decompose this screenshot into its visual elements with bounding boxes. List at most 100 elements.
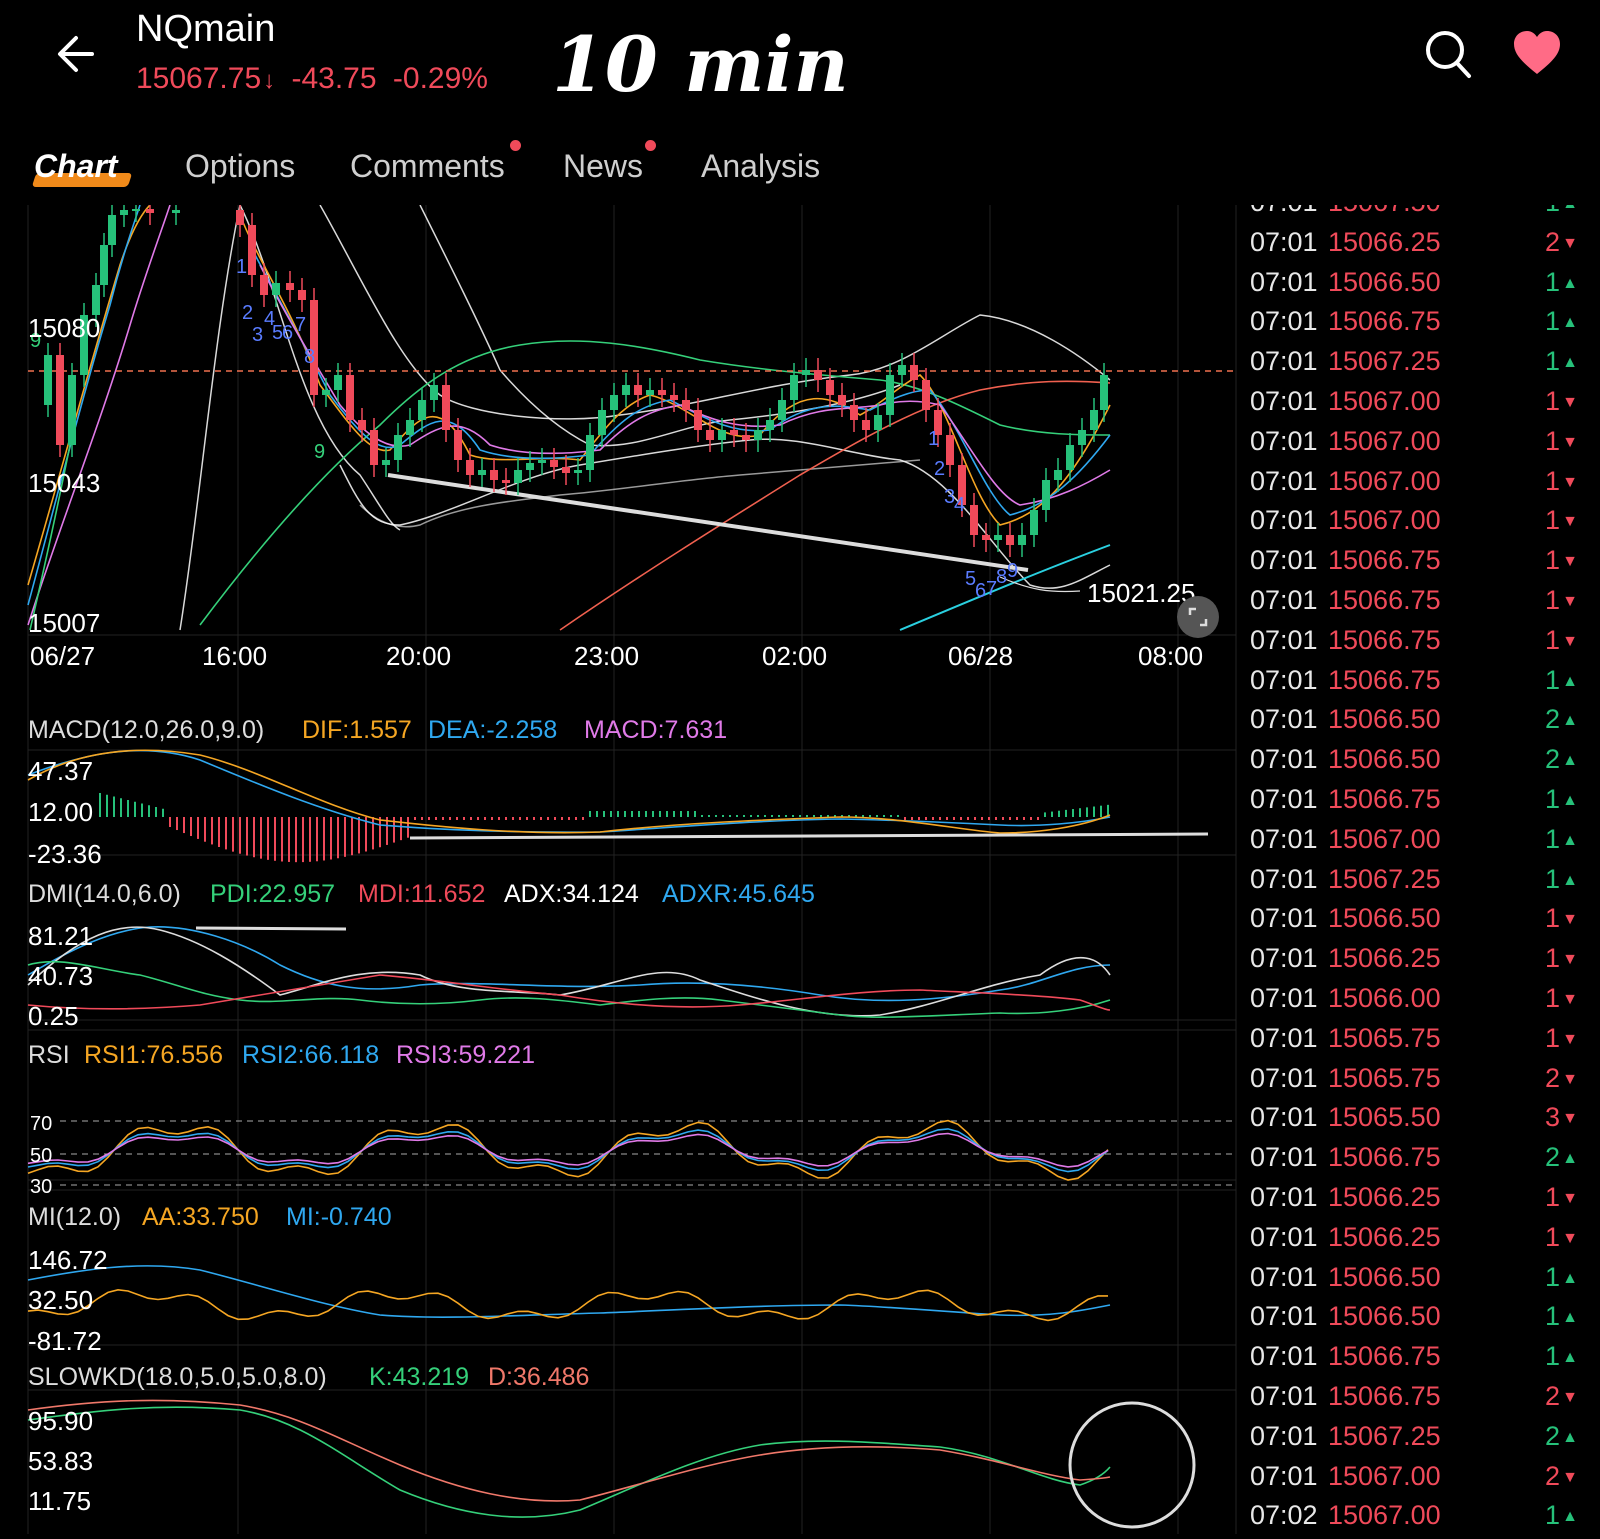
back-arrow-icon[interactable] — [52, 28, 104, 80]
expand-icon[interactable] — [1177, 596, 1219, 638]
trade-row: 07:01 15066.50 1 ▲ — [1240, 267, 1590, 307]
trade-time: 07:01 — [1250, 704, 1318, 735]
rsi-y-label: 70 — [30, 1113, 52, 1135]
trade-time: 07:01 — [1250, 1420, 1318, 1451]
up-arrow-icon: ▲ — [1562, 1269, 1578, 1287]
trade-time: 07:01 — [1250, 205, 1318, 218]
trade-price: 15065.75 — [1328, 1062, 1441, 1093]
candle-body — [56, 355, 64, 445]
annotation-circle — [1068, 1401, 1196, 1529]
trade-row: 07:01 15067.00 2 ▼ — [1240, 1461, 1590, 1501]
candle-body — [44, 355, 52, 405]
slowkd-y-label: 53.83 — [28, 1446, 93, 1476]
candle-body — [346, 375, 354, 420]
trade-volume: 3 — [1544, 1102, 1560, 1133]
mi-y-label: -81.72 — [28, 1326, 102, 1356]
candle-body — [132, 209, 140, 211]
candle-body — [108, 215, 116, 245]
down-arrow-icon: ▼ — [1562, 991, 1578, 1008]
dmi-adxr: ADXR:45.645 — [662, 880, 815, 908]
trade-time: 07:01 — [1250, 1460, 1318, 1491]
trade-row: 07:01 15066.75 1 ▼ — [1240, 585, 1590, 625]
candle-body — [260, 275, 268, 295]
trade-row: 07:01 15066.75 1 ▲ — [1240, 665, 1590, 705]
trade-row: 07:01 15066.25 1 ▼ — [1240, 943, 1590, 983]
up-arrow-icon: ▲ — [1562, 1508, 1578, 1526]
candle-body — [478, 470, 486, 475]
down-arrow-icon: ▼ — [1562, 234, 1578, 252]
down-arrow-icon: ▼ — [1562, 1110, 1578, 1128]
candle-body — [694, 410, 702, 430]
tab-comments[interactable]: Comments — [350, 148, 505, 184]
up-arrow-icon: ▲ — [1562, 712, 1578, 730]
candle-body — [718, 430, 726, 440]
trade-price: 15067.00 — [1328, 823, 1441, 854]
trade-volume: 1 — [1544, 943, 1560, 974]
trade-row: 07:01 15066.25 2 ▼ — [1240, 227, 1590, 267]
trade-row: 07:01 15066.50 1 ▼ — [1240, 903, 1590, 943]
down-arrow-icon: ▼ — [1562, 433, 1578, 451]
trade-row: 07:02 15067.00 1 ▲ — [1240, 1500, 1590, 1534]
trade-volume: 1 — [1544, 1022, 1560, 1053]
trade-time: 07:01 — [1250, 823, 1318, 854]
trade-volume: 1 — [1544, 306, 1560, 337]
trade-price: 15066.50 — [1328, 903, 1441, 934]
trade-price: 15066.25 — [1328, 1182, 1441, 1212]
search-icon[interactable] — [1424, 28, 1472, 80]
tab-options[interactable]: Options — [185, 148, 296, 184]
candle-body — [334, 375, 342, 390]
svg-text:DMI(14.0,6.0) PDI:22.957: DMI(14.0,6.0) PDI:22.957 MDI:11.652 ADX:… — [28, 880, 815, 908]
slowkd-y-label: 11.75 — [28, 1486, 91, 1516]
trade-time: 07:01 — [1250, 505, 1318, 536]
candle-body — [1054, 470, 1062, 480]
down-arrow-icon: ▼ — [1562, 593, 1578, 610]
tab-chart[interactable]: Chart — [34, 148, 118, 184]
trade-price: 15066.25 — [1328, 943, 1441, 974]
trade-price: 15066.50 — [1328, 744, 1441, 775]
trade-volume: 1 — [1544, 1182, 1560, 1212]
trade-price: 15067.00 — [1328, 465, 1441, 496]
macd-y-label: 12.00 — [28, 797, 93, 827]
trade-time: 07:01 — [1250, 863, 1318, 894]
rsi-y-label: 30 — [30, 1176, 52, 1198]
svg-text:7: 7 — [986, 578, 997, 600]
time-and-sales-list[interactable]: 07:0115067.501▲07:0115066.252▼07:0115066… — [1240, 205, 1600, 1534]
candle-body — [754, 430, 762, 440]
slowkd-k: K:43.219 — [369, 1363, 469, 1391]
trade-price: 15067.00 — [1328, 505, 1441, 536]
comments-notification-dot — [510, 140, 521, 151]
trade-row: 07:01 15067.00 1 ▼ — [1240, 505, 1590, 545]
candle-body — [838, 395, 846, 405]
down-arrow-icon: ▼ — [1562, 513, 1578, 531]
candle-body — [970, 505, 978, 535]
up-arrow-icon: ▲ — [1562, 314, 1578, 332]
down-arrow-icon: ▼ — [1562, 632, 1578, 650]
candle-body — [574, 470, 582, 473]
candle-body — [850, 405, 858, 420]
svg-text:7: 7 — [295, 314, 306, 336]
candle-body — [1066, 445, 1074, 470]
trade-volume: 1 — [1544, 1221, 1560, 1252]
news-notification-dot — [645, 140, 656, 151]
price-y-label-low: 15007 — [28, 608, 100, 638]
candle-body — [406, 420, 414, 435]
tab-news[interactable]: News — [563, 148, 644, 184]
dmi-pdi: PDI:22.957 — [210, 880, 335, 908]
trade-volume: 1 — [1544, 1341, 1560, 1372]
candle-body — [610, 395, 618, 410]
candle-body — [562, 467, 570, 473]
trade-time: 07:01 — [1250, 465, 1318, 496]
candle-body — [622, 385, 630, 395]
trade-volume: 1 — [1544, 903, 1560, 934]
grid-lines — [27, 205, 1237, 1534]
candle-body — [514, 470, 522, 483]
trade-price: 15066.75 — [1328, 545, 1441, 576]
candle-body — [286, 283, 294, 290]
slowkd-title: SLOWKD(18.0,5.0,5.0,8.0) — [28, 1363, 327, 1391]
macd-y-label: 47.37 — [28, 756, 93, 786]
macd-dif: DIF:1.557 — [302, 716, 412, 744]
tab-analysis[interactable]: Analysis — [701, 148, 821, 184]
candle-body — [502, 480, 510, 483]
heart-icon[interactable] — [1512, 30, 1562, 76]
